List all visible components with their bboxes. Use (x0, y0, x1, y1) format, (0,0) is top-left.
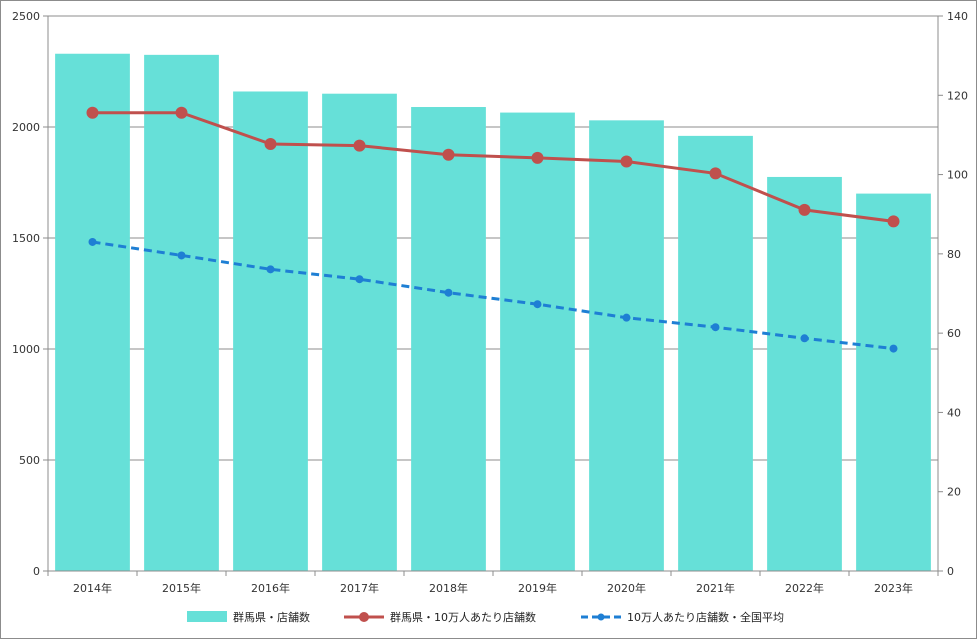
point-gunma-2016年 (264, 138, 277, 151)
x-tick-label: 2022年 (785, 581, 824, 595)
y-right-tick-label: 40 (947, 406, 961, 419)
axes (43, 15, 943, 576)
y-left-tick-label: 1500 (12, 232, 40, 245)
point-gunma-2023年 (887, 215, 900, 228)
y-right-tick-label: 20 (947, 486, 961, 499)
point-gunma-2021年 (709, 167, 722, 180)
x-tick-label: 2018年 (429, 581, 468, 595)
x-tick-label: 2020年 (607, 581, 646, 595)
y-left-tick-label: 500 (19, 454, 40, 467)
bar-2018年 (411, 107, 486, 572)
point-national-2021年 (711, 323, 720, 332)
x-tick-label: 2019年 (518, 581, 557, 595)
line-national-average (92, 240, 894, 351)
x-tick-label: 2015年 (162, 581, 201, 595)
y-left-tick-label: 2000 (12, 121, 40, 134)
bar-2015年 (144, 54, 219, 572)
point-national-2017年 (355, 275, 364, 284)
point-gunma-2017年 (353, 139, 366, 152)
point-national-2023年 (889, 344, 898, 353)
legend-swatch-marker (597, 613, 605, 621)
bar-2021年 (678, 135, 753, 571)
y-right-tick-label: 120 (947, 89, 968, 102)
point-national-2016年 (266, 265, 275, 274)
bar-2017年 (322, 93, 397, 571)
y-right-tick-label: 60 (947, 327, 961, 340)
legend-label: 群馬県・10万人あたり店舗数 (390, 610, 536, 624)
y-left-tick-label: 2500 (12, 10, 40, 23)
y-right-tick-label: 80 (947, 248, 961, 261)
point-national-2014年 (88, 237, 97, 246)
y-right-tick-label: 140 (947, 10, 968, 23)
line-gunma-per-100k (92, 111, 894, 223)
point-national-2022年 (800, 334, 809, 343)
line-series (86, 106, 900, 353)
x-tick-label: 2021年 (696, 581, 735, 595)
legend-swatch-bar (187, 611, 227, 622)
y-left-tick-label: 1000 (12, 343, 40, 356)
bar-2014年 (55, 53, 130, 572)
y-right-tick-label: 0 (947, 565, 954, 578)
bar-2016年 (233, 91, 308, 571)
legend-label: 群馬県・店舗数 (233, 610, 310, 624)
x-tick-label: 2023年 (874, 581, 913, 595)
point-national-2020年 (622, 313, 631, 322)
point-national-2018年 (444, 288, 453, 297)
point-national-2019年 (533, 300, 542, 309)
bar-2023年 (856, 193, 931, 571)
tick-labels: 0 500 1000 1500 2000 2500 0 20 40 60 80 100 120 140 20… (12, 10, 968, 595)
point-gunma-2022年 (798, 203, 811, 216)
y-right-tick-label: 100 (947, 169, 968, 182)
point-gunma-2015年 (175, 106, 188, 119)
point-gunma-2019年 (531, 151, 544, 164)
x-tick-label: 2014年 (73, 581, 112, 595)
point-national-2015年 (177, 251, 186, 260)
point-gunma-2020年 (620, 155, 633, 168)
point-gunma-2018年 (442, 148, 455, 161)
bar-2022年 (767, 176, 842, 571)
bar-series (55, 53, 931, 572)
bar-2019年 (500, 112, 575, 571)
x-tick-label: 2016年 (251, 581, 290, 595)
bar-2020年 (589, 120, 664, 571)
legend-swatch-marker (359, 612, 369, 622)
x-tick-label: 2017年 (340, 581, 379, 595)
point-gunma-2014年 (86, 106, 99, 119)
y-left-tick-label: 0 (33, 565, 40, 578)
legend: 群馬県・店舗数 群馬県・10万人あたり店舗数 10万人あたり店舗数・全国平均 (187, 610, 784, 624)
legend-label: 10万人あたり店舗数・全国平均 (627, 610, 784, 624)
